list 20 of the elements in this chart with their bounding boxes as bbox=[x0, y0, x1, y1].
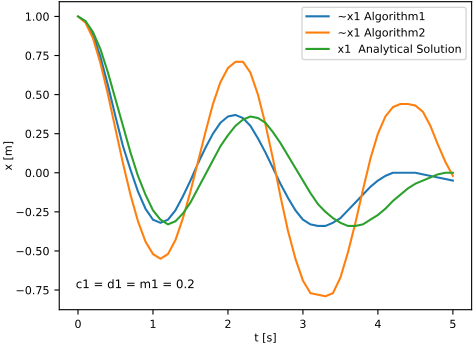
y-tick-label: −0.75 bbox=[16, 286, 49, 294]
legend-label: ~x1 Algorithm2 bbox=[338, 28, 424, 39]
y-tick-label: −0.25 bbox=[16, 208, 49, 216]
x-tick-label: 2 bbox=[225, 320, 230, 328]
y-tick-label: 0.00 bbox=[26, 168, 49, 178]
legend-label: ~x1 Algorithm1 bbox=[338, 12, 425, 22]
y-tick-label: 1.00 bbox=[26, 12, 49, 21]
legend-label: x1 Analytical Solution bbox=[338, 44, 461, 56]
y-tick-label: 0.75 bbox=[26, 51, 49, 60]
x-tick-label: 1 bbox=[150, 320, 156, 328]
y-tick-label: 0.25 bbox=[26, 130, 49, 138]
annotation: c1 = d1 = m1 = 0.2 bbox=[76, 279, 194, 288]
y-tick-label: 0.50 bbox=[26, 90, 49, 99]
y-tick-label: −0.50 bbox=[16, 246, 49, 256]
x-axis-title: t [s] bbox=[254, 332, 276, 343]
x-tick-label: 4 bbox=[374, 320, 381, 328]
y-axis-title: x [m] bbox=[3, 142, 14, 170]
x-tick-label: 3 bbox=[300, 320, 306, 328]
x-tick-label: 0 bbox=[75, 320, 81, 328]
x-tick-label: 5 bbox=[450, 320, 456, 328]
